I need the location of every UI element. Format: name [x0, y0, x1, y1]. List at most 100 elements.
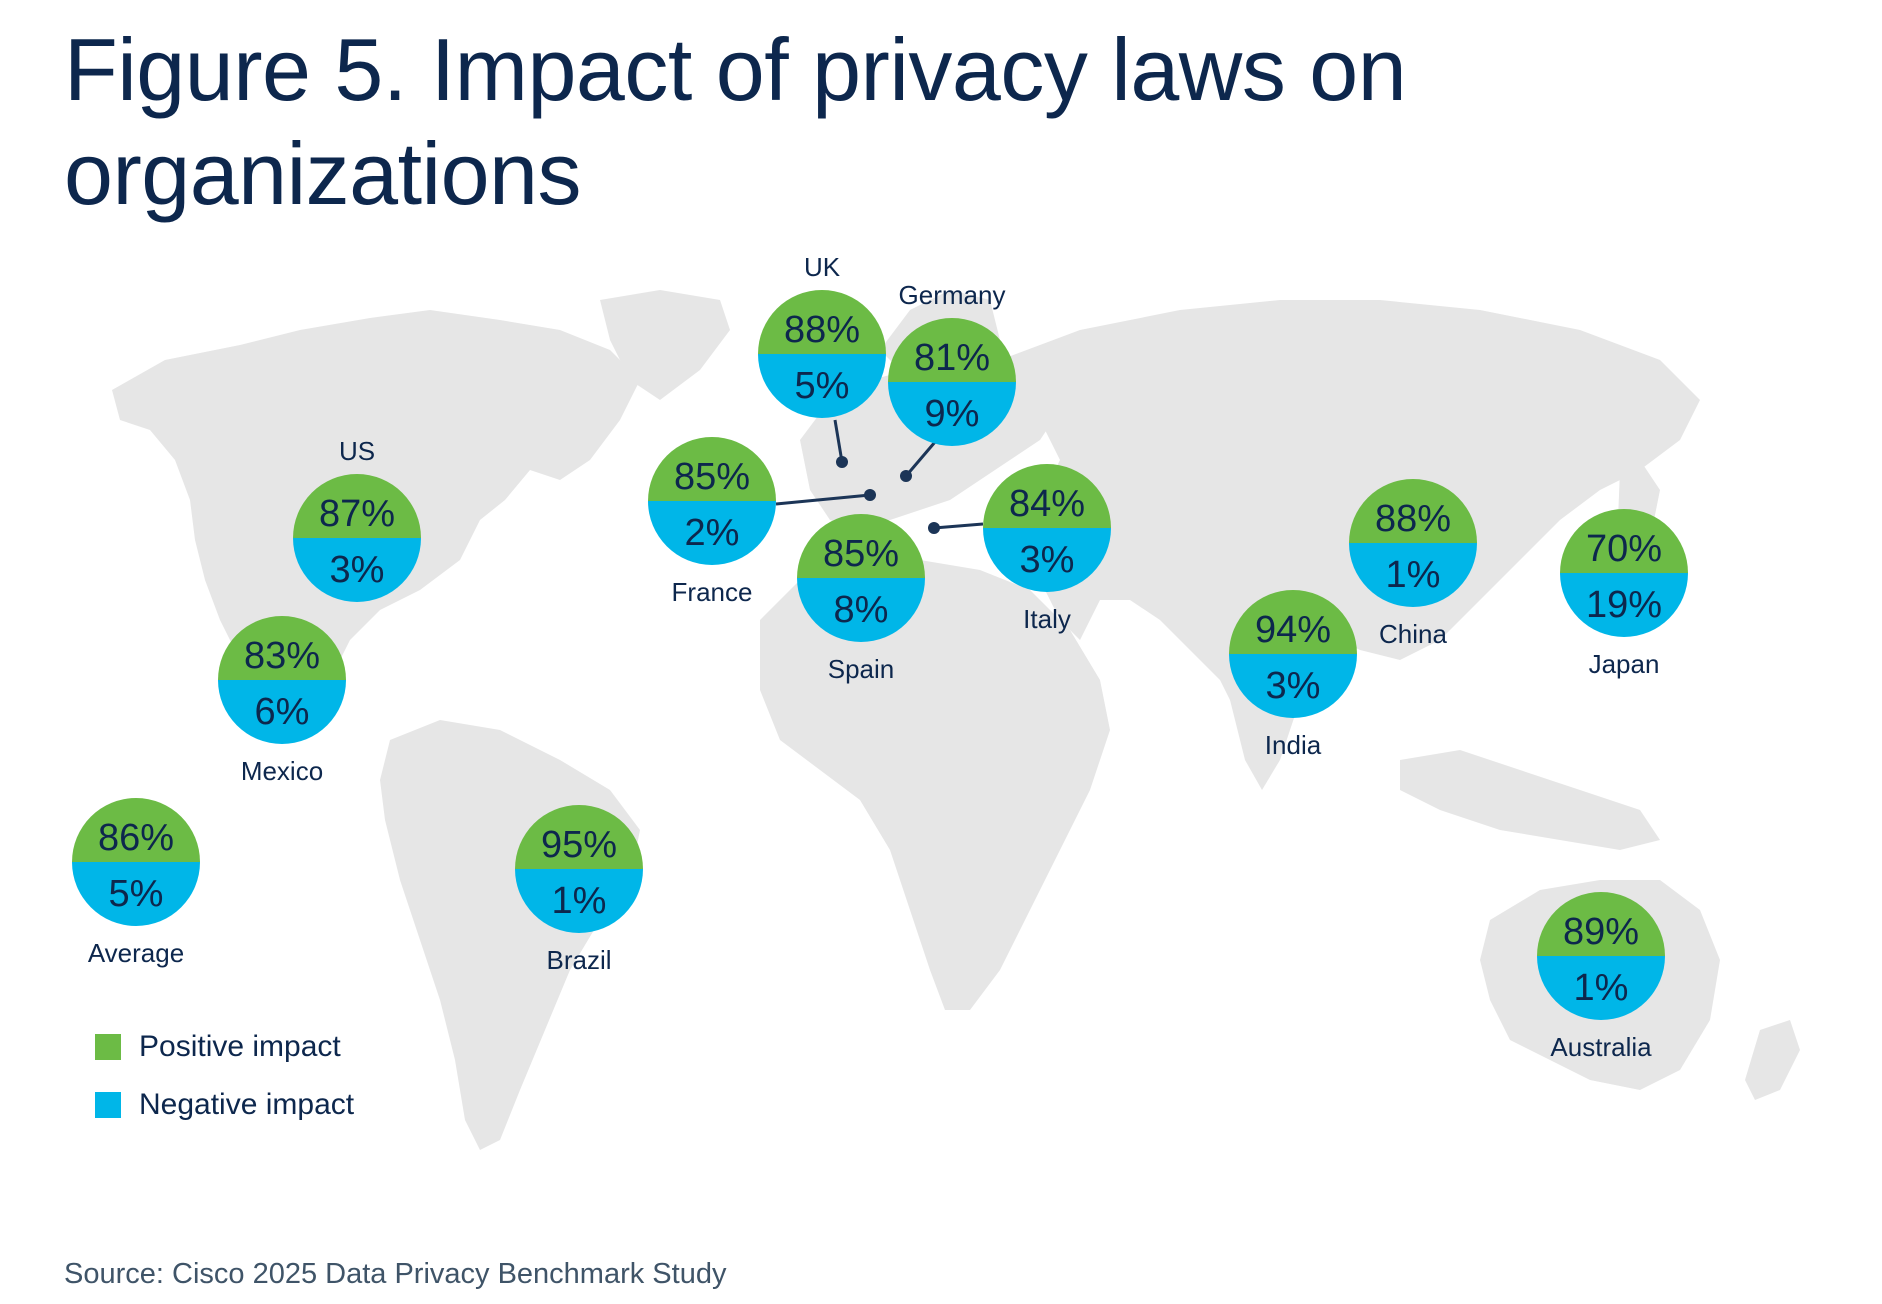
country-label-italy: Italy — [1023, 604, 1071, 634]
country-marker-australia: 89% 1% Australia — [1537, 892, 1665, 1062]
positive-value-japan: 70% — [1586, 528, 1662, 570]
positive-half-us — [293, 474, 421, 538]
negative-half-brazil — [515, 869, 643, 933]
positive-value-china: 88% — [1375, 498, 1451, 540]
positive-half-uk — [758, 290, 886, 354]
negative-half-average — [72, 862, 200, 926]
positive-value-australia: 89% — [1563, 911, 1639, 953]
negative-half-us — [293, 538, 421, 602]
positive-value-italy: 84% — [1009, 483, 1085, 525]
legend-item-positive: Positive impact — [95, 1018, 354, 1076]
country-label-australia: Australia — [1550, 1032, 1652, 1062]
greenland-landmass — [600, 290, 730, 400]
country-marker-spain: 85% 8% Spain — [797, 514, 925, 684]
negative-half-spain — [797, 578, 925, 642]
asia-landmass — [1000, 300, 1700, 740]
connector-line-germany — [904, 441, 937, 477]
negative-value-us: 3% — [330, 549, 385, 591]
negative-half-uk — [758, 354, 886, 418]
country-marker-average: 86% 5% Average — [72, 798, 200, 968]
country-label-average: Average — [88, 938, 184, 968]
connector-lines — [775, 419, 984, 534]
south-america-landmass — [380, 720, 640, 1150]
country-label-japan: Japan — [1589, 649, 1660, 679]
connector-dot-france — [864, 489, 876, 501]
country-marker-china: 88% 1% China — [1349, 479, 1477, 649]
negative-value-india: 3% — [1266, 665, 1321, 707]
positive-half-average — [72, 798, 200, 862]
negative-value-mexico: 6% — [255, 691, 310, 733]
negative-half-mexico — [218, 680, 346, 744]
negative-half-italy — [983, 528, 1111, 592]
country-marker-uk: 88% 5% UK — [758, 252, 886, 418]
legend-swatch-positive — [95, 1034, 121, 1060]
positive-half-japan — [1560, 509, 1688, 573]
positive-value-spain: 85% — [823, 533, 899, 575]
positive-half-france — [648, 437, 776, 501]
positive-value-average: 86% — [98, 817, 174, 859]
connector-line-france — [775, 493, 871, 506]
country-marker-mexico: 83% 6% Mexico — [218, 616, 346, 786]
country-label-spain: Spain — [828, 654, 895, 684]
positive-value-mexico: 83% — [244, 635, 320, 677]
country-marker-germany: 81% 9% Germany — [888, 280, 1016, 446]
southeast-asia-landmass — [1400, 750, 1660, 850]
connector-dot-italy — [928, 522, 940, 534]
positive-half-australia — [1537, 892, 1665, 956]
country-label-mexico: Mexico — [241, 756, 323, 786]
positive-half-brazil — [515, 805, 643, 869]
country-markers: 88%5%UK81%9%Germany87%3%US85%2%France85%… — [72, 252, 1688, 1062]
country-marker-us: 87% 3% US — [293, 436, 421, 602]
negative-half-france — [648, 501, 776, 565]
legend-swatch-negative — [95, 1092, 121, 1118]
country-label-china: China — [1379, 619, 1447, 649]
positive-half-india — [1229, 590, 1357, 654]
legend-item-negative: Negative impact — [95, 1076, 354, 1134]
positive-half-italy — [983, 464, 1111, 528]
negative-value-china: 1% — [1386, 554, 1441, 596]
positive-half-china — [1349, 479, 1477, 543]
negative-value-average: 5% — [109, 873, 164, 915]
country-label-us: US — [339, 436, 375, 466]
connector-line-uk — [833, 419, 844, 463]
legend-label-negative: Negative impact — [139, 1088, 355, 1121]
negative-value-australia: 1% — [1574, 967, 1629, 1009]
positive-half-mexico — [218, 616, 346, 680]
negative-half-china — [1349, 543, 1477, 607]
negative-half-japan — [1560, 573, 1688, 637]
negative-value-japan: 19% — [1586, 584, 1662, 626]
country-label-uk: UK — [804, 252, 841, 282]
connector-dot-uk — [836, 456, 848, 468]
positive-value-france: 85% — [674, 456, 750, 498]
positive-value-india: 94% — [1255, 609, 1331, 651]
legend: Positive impact Negative impact — [95, 1018, 354, 1134]
positive-half-spain — [797, 514, 925, 578]
negative-value-france: 2% — [685, 512, 740, 554]
negative-value-germany: 9% — [925, 393, 980, 435]
new-zealand-landmass — [1745, 1020, 1800, 1100]
country-marker-japan: 70% 19% Japan — [1560, 509, 1688, 679]
country-label-india: India — [1265, 730, 1322, 760]
country-marker-italy: 84% 3% Italy — [983, 464, 1111, 634]
negative-value-spain: 8% — [834, 589, 889, 631]
legend-label-positive: Positive impact — [139, 1030, 341, 1063]
positive-half-germany — [888, 318, 1016, 382]
country-marker-brazil: 95% 1% Brazil — [515, 805, 643, 975]
positive-value-us: 87% — [319, 493, 395, 535]
negative-value-uk: 5% — [795, 365, 850, 407]
country-marker-india: 94% 3% India — [1229, 590, 1357, 760]
negative-half-india — [1229, 654, 1357, 718]
negative-value-brazil: 1% — [552, 880, 607, 922]
positive-value-uk: 88% — [784, 309, 860, 351]
page-title: Figure 5. Impact of privacy laws on orga… — [64, 20, 1407, 223]
country-label-brazil: Brazil — [546, 945, 611, 975]
country-label-germany: Germany — [899, 280, 1006, 310]
positive-value-brazil: 95% — [541, 824, 617, 866]
country-label-france: France — [672, 577, 753, 607]
negative-half-germany — [888, 382, 1016, 446]
positive-value-germany: 81% — [914, 337, 990, 379]
source-note: Source: Cisco 2025 Data Privacy Benchmar… — [64, 1258, 727, 1290]
africa-landmass — [760, 560, 1110, 1010]
negative-value-italy: 3% — [1020, 539, 1075, 581]
country-marker-france: 85% 2% France — [648, 437, 776, 607]
